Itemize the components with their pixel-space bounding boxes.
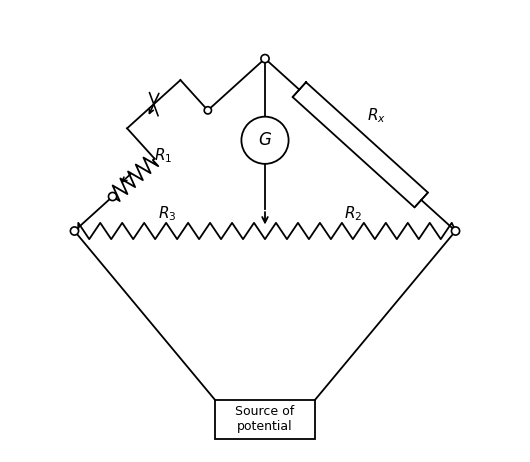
- Text: $R_1$: $R_1$: [154, 147, 172, 165]
- Text: $R_x$: $R_x$: [367, 106, 386, 125]
- Circle shape: [261, 55, 269, 63]
- Circle shape: [452, 227, 460, 235]
- Text: $R_3$: $R_3$: [158, 204, 176, 223]
- Circle shape: [70, 227, 78, 235]
- Text: $R_2$: $R_2$: [344, 204, 363, 223]
- Circle shape: [109, 193, 117, 201]
- Circle shape: [241, 117, 289, 164]
- Text: G: G: [259, 131, 271, 149]
- FancyBboxPatch shape: [215, 400, 315, 438]
- Text: Source of
potential: Source of potential: [235, 405, 295, 433]
- Circle shape: [204, 107, 211, 114]
